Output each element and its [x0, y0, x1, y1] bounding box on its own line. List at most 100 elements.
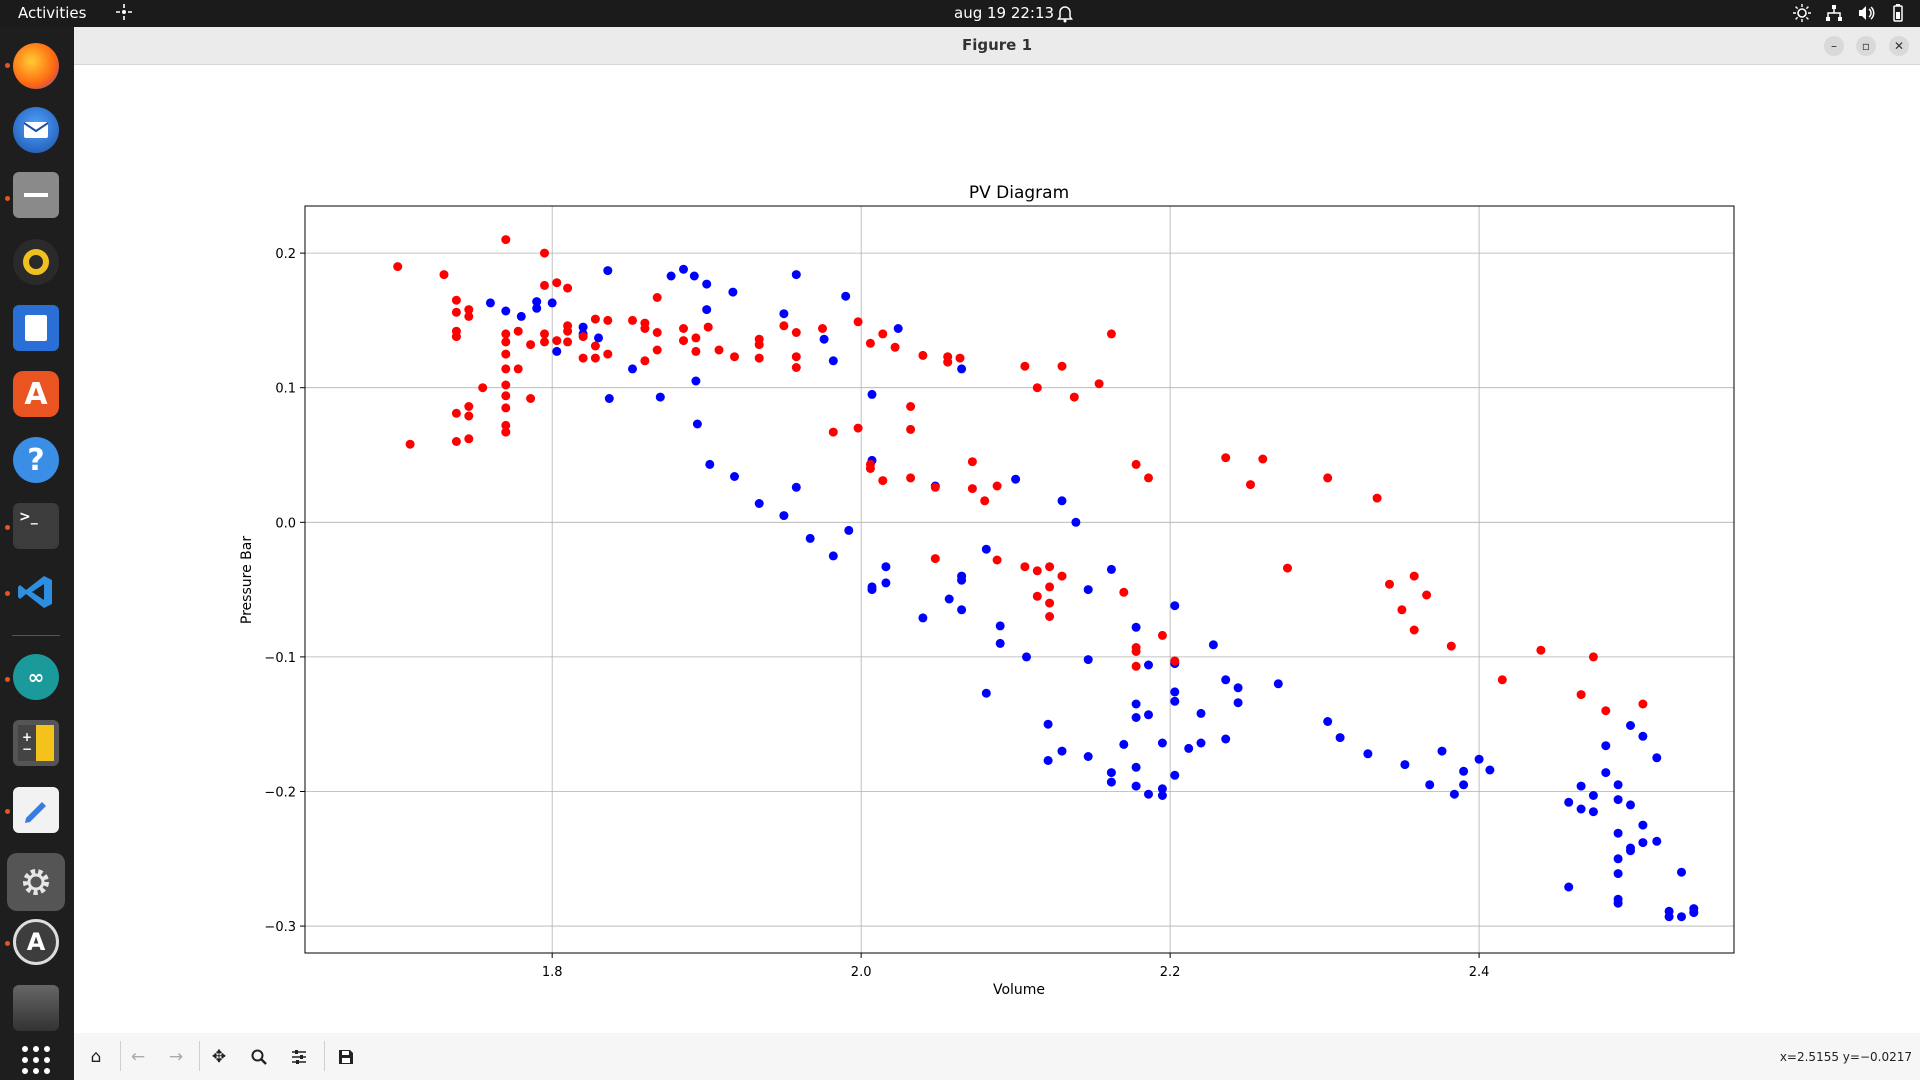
data-point [552, 336, 562, 346]
data-point [995, 638, 1005, 648]
toolbar-separator [324, 1041, 325, 1071]
data-point [1449, 789, 1459, 799]
chart-title: PV Diagram [969, 183, 1069, 203]
home-button[interactable]: ⌂ [90, 1047, 102, 1067]
data-point [981, 688, 991, 698]
data-point [692, 419, 702, 429]
data-point [878, 329, 888, 339]
data-point [1372, 493, 1382, 503]
data-point [485, 298, 495, 308]
data-point [1083, 585, 1093, 595]
trash-icon[interactable] [13, 985, 59, 1031]
data-point [464, 434, 474, 444]
plot-canvas[interactable]: 1.8 2.0 2.2 2.4 −0.3 −0.2 −0.1 0.0 0.1 0.2 PV Di… [74, 65, 1920, 1033]
data-point [691, 376, 701, 386]
data-point [1613, 854, 1623, 864]
close-button[interactable]: ✕ [1889, 36, 1909, 56]
data-point [655, 392, 665, 402]
data-point [1385, 579, 1394, 589]
rhythmbox-icon[interactable] [13, 239, 59, 285]
data-point [1626, 846, 1635, 856]
x-tick-label: 2.0 [851, 965, 872, 980]
data-point [501, 235, 511, 245]
pan-button[interactable]: ✥ [211, 1047, 227, 1067]
app-grid-icon[interactable] [13, 1037, 59, 1083]
network-activity-icon[interactable] [114, 2, 134, 22]
alarm-icon[interactable] [1056, 3, 1074, 23]
data-point [679, 336, 688, 346]
updater-icon[interactable]: A [13, 919, 59, 965]
data-point [547, 298, 557, 308]
configure-subplots-button[interactable] [285, 1043, 313, 1071]
data-point [679, 264, 688, 274]
data-point [1221, 453, 1231, 463]
save-button[interactable] [332, 1043, 360, 1071]
thunderbird-icon[interactable] [13, 107, 59, 153]
data-point [1677, 912, 1686, 922]
data-point [930, 482, 940, 492]
calculator-icon[interactable]: + − [13, 720, 59, 766]
app-center-icon[interactable]: A [13, 371, 59, 417]
activities-button[interactable]: Activities [18, 4, 87, 22]
data-point [1613, 795, 1623, 805]
data-point [1106, 777, 1116, 787]
data-point [516, 311, 526, 321]
data-point [1170, 601, 1180, 611]
files-icon[interactable] [13, 172, 59, 218]
minimize-button[interactable]: – [1824, 36, 1844, 56]
data-point [1437, 746, 1447, 756]
help-icon[interactable]: ? [13, 437, 59, 483]
grid [305, 206, 1734, 953]
data-point [1184, 743, 1194, 753]
data-point [828, 551, 838, 561]
data-point [603, 315, 613, 325]
data-point [594, 333, 603, 343]
zoom-button[interactable] [245, 1043, 273, 1071]
data-point [501, 427, 511, 437]
text-editor-icon[interactable] [13, 787, 59, 833]
axes-frame [304, 205, 1735, 954]
data-point [1474, 754, 1484, 764]
maximize-button[interactable]: ▫ [1856, 36, 1876, 56]
data-point [1652, 753, 1662, 763]
data-point [791, 270, 801, 280]
clock[interactable]: aug 19 22:13 [954, 4, 1055, 22]
data-point [1083, 752, 1093, 761]
data-point [779, 309, 789, 319]
forward-button[interactable]: → [168, 1047, 184, 1067]
y-ticks: −0.3 −0.2 −0.1 0.0 0.1 0.2 [264, 247, 305, 935]
data-point [1422, 590, 1432, 600]
settings-icon[interactable] [7, 853, 65, 911]
data-point [405, 439, 415, 449]
data-point [1459, 780, 1469, 790]
data-point [930, 554, 940, 564]
arduino-icon[interactable]: ∞ [13, 654, 59, 700]
system-tray[interactable] [1792, 3, 1908, 23]
data-point [540, 280, 549, 290]
data-point [501, 403, 511, 413]
back-button[interactable]: ← [130, 1047, 146, 1067]
writer-icon[interactable] [13, 305, 59, 351]
data-point [1283, 563, 1292, 573]
toolbar-separator [120, 1041, 121, 1071]
data-point [1664, 912, 1674, 922]
data-point [578, 353, 588, 363]
data-point [878, 476, 888, 486]
data-point [501, 329, 511, 339]
data-point [1576, 781, 1586, 791]
data-point [1144, 660, 1153, 670]
data-point [1170, 770, 1180, 780]
data-point [1157, 630, 1167, 640]
data-point [906, 402, 916, 411]
data-point [1131, 762, 1141, 772]
x-tick-label: 2.4 [1469, 965, 1490, 980]
title-bar[interactable]: Figure 1 – ▫ ✕ [74, 27, 1920, 65]
vscode-icon[interactable] [13, 569, 59, 615]
data-point [513, 326, 523, 336]
data-point [828, 427, 838, 437]
terminal-icon[interactable]: >_ [13, 503, 59, 549]
firefox-icon[interactable] [13, 43, 59, 89]
data-points [393, 235, 1699, 922]
data-point [957, 605, 967, 615]
data-point [819, 334, 829, 344]
